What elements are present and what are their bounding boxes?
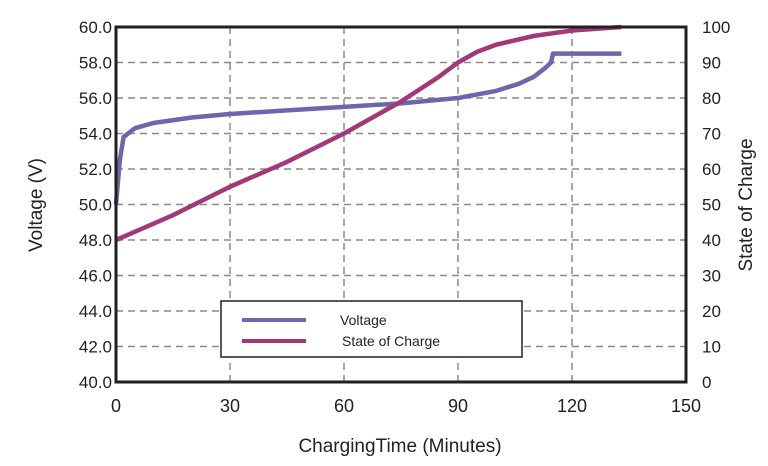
y-tick-label: 60.0	[79, 18, 112, 37]
y-tick-label: 56.0	[79, 89, 112, 108]
y2-tick-label: 10	[702, 338, 721, 357]
y2-tick-label: 20	[702, 302, 721, 321]
plot-frame	[114, 25, 688, 384]
y-tick-label: 46.0	[79, 267, 112, 286]
x-tick-label: 120	[557, 396, 587, 416]
x-axis-label: ChargingTime (Minutes)	[298, 436, 501, 457]
y2-tick-label: 80	[702, 89, 721, 108]
series-line-voltage	[113, 51, 622, 205]
y2-axis-label: State of Charge	[736, 138, 757, 271]
series-line-state-of-charge	[115, 24, 622, 243]
y2-tick-label: 90	[702, 54, 721, 73]
legend-label-soc: State of Charge	[342, 333, 440, 349]
legend: Voltage State of Charge	[220, 300, 523, 358]
y-tick-label: 58.0	[79, 54, 112, 73]
series-lines	[113, 24, 622, 243]
y-tick-label: 40.0	[79, 373, 112, 392]
y-tick-label: 52.0	[79, 160, 112, 179]
x-tick-label: 30	[220, 396, 240, 416]
y-tick-label: 48.0	[79, 231, 112, 250]
y-tick-labels: 40.0 42.0 44.0 46.0 48.0 50.0 52.0 54.0 56.0 58.0…	[79, 18, 112, 392]
x-tick-label: 90	[448, 396, 468, 416]
y-tick-label: 50.0	[79, 196, 112, 215]
grid	[116, 27, 686, 382]
x-tick-labels: 0 30 60 90 120 150	[111, 396, 701, 416]
y2-tick-labels: 0 10 20 30 40 50 60 70 80 90 100	[702, 18, 730, 392]
x-tick-label: 0	[111, 396, 121, 416]
y2-tick-label: 70	[702, 125, 721, 144]
y2-tick-label: 40	[702, 231, 721, 250]
y-axis-label: Voltage (V)	[26, 158, 47, 252]
y2-tick-label: 60	[702, 160, 721, 179]
y2-tick-label: 100	[702, 18, 730, 37]
x-tick-label: 150	[671, 396, 701, 416]
y2-tick-label: 0	[702, 373, 711, 392]
y2-tick-label: 50	[702, 196, 721, 215]
y-tick-label: 44.0	[79, 302, 112, 321]
legend-label-voltage: Voltage	[340, 312, 387, 328]
y-tick-label: 42.0	[79, 338, 112, 357]
y-tick-label: 54.0	[79, 125, 112, 144]
y2-tick-label: 30	[702, 267, 721, 286]
legend-box	[220, 300, 523, 358]
x-tick-label: 60	[334, 396, 354, 416]
